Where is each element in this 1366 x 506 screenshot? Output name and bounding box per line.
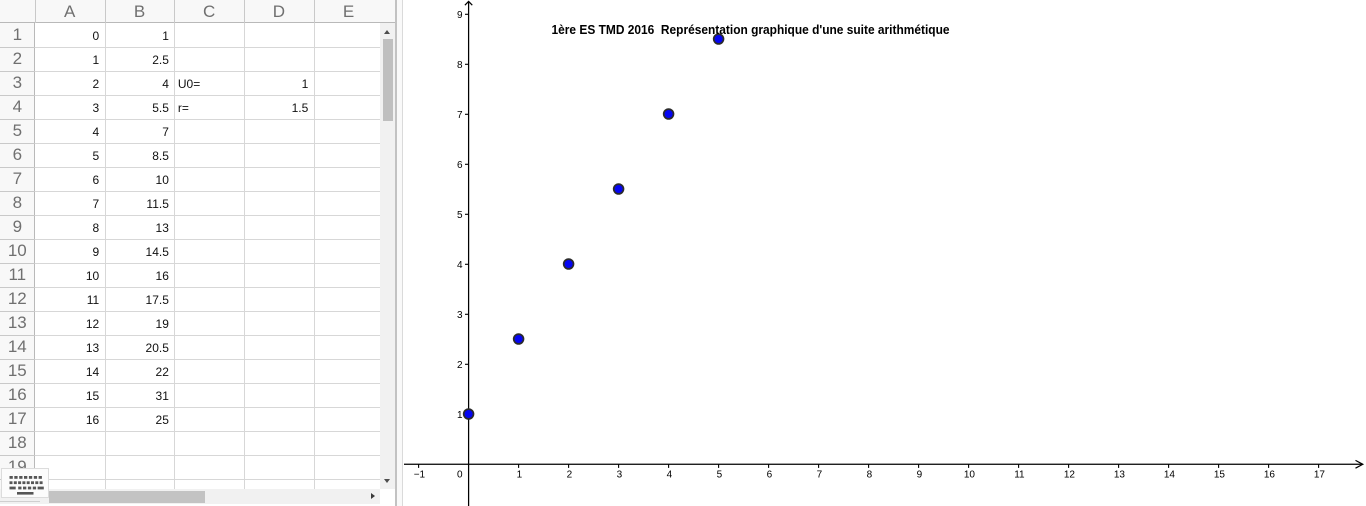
svg-text:16: 16	[1263, 470, 1275, 481]
svg-text:8: 8	[457, 60, 463, 71]
svg-text:9: 9	[457, 10, 463, 21]
svg-text:2: 2	[566, 470, 572, 481]
svg-text:4: 4	[666, 470, 672, 481]
svg-text:7: 7	[457, 110, 463, 121]
svg-text:3: 3	[457, 310, 463, 321]
svg-text:13: 13	[1113, 470, 1125, 481]
svg-text:3: 3	[616, 470, 622, 481]
svg-text:6: 6	[766, 470, 772, 481]
svg-text:−1: −1	[413, 470, 425, 481]
svg-text:17: 17	[1313, 470, 1325, 481]
svg-text:7: 7	[816, 470, 822, 481]
svg-text:0: 0	[457, 470, 463, 481]
svg-text:9: 9	[916, 470, 922, 481]
svg-text:14: 14	[1163, 470, 1175, 481]
svg-text:1: 1	[516, 470, 522, 481]
svg-text:5: 5	[457, 210, 463, 221]
svg-text:1ère ES TMD 2016 Représentati: 1ère ES TMD 2016 Représentation graphiqu…	[551, 22, 949, 37]
svg-text:6: 6	[457, 160, 463, 171]
svg-text:1: 1	[457, 410, 463, 421]
svg-text:4: 4	[457, 260, 463, 271]
svg-text:15: 15	[1213, 470, 1225, 481]
svg-text:8: 8	[866, 470, 872, 481]
svg-text:10: 10	[963, 470, 975, 481]
svg-text:2: 2	[457, 360, 463, 371]
svg-text:12: 12	[1063, 470, 1075, 481]
svg-text:11: 11	[1014, 470, 1025, 481]
svg-text:5: 5	[716, 470, 722, 481]
